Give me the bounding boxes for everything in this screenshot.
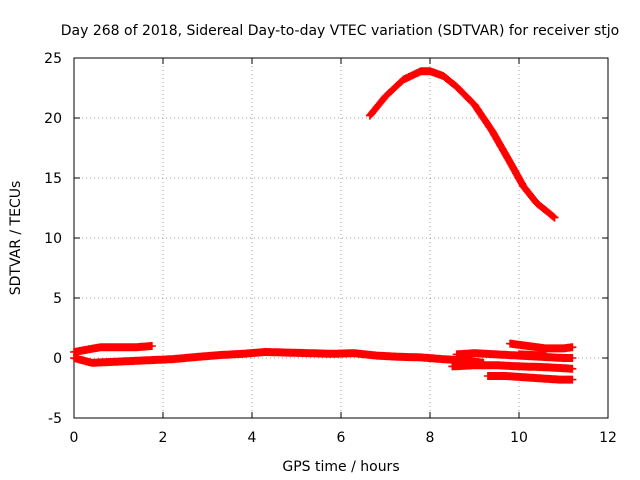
- series-arc-e: [506, 339, 577, 353]
- series-arc-d: [448, 361, 577, 373]
- y-tick-label: 25: [44, 51, 62, 67]
- y-axis-title: SDTVAR / TECUs: [8, 181, 24, 296]
- x-tick-label: 8: [426, 430, 435, 446]
- y-tick-label: 10: [44, 231, 62, 247]
- series-arc-a: [70, 342, 156, 356]
- x-axis-ticks: 0 2 4 6 8 10 12: [70, 58, 617, 446]
- series-markers: [448, 361, 577, 373]
- y-tick-label: 15: [44, 171, 62, 187]
- series-layer: [70, 67, 577, 384]
- y-axis-ticks: -5 0 5 10 15 20 25: [44, 51, 608, 427]
- x-tick-label: 12: [599, 430, 617, 446]
- x-tick-label: 10: [510, 430, 528, 446]
- series-markers: [515, 350, 550, 360]
- x-tick-label: 0: [70, 430, 79, 446]
- series-markers: [483, 372, 577, 384]
- series-arc-g: [515, 350, 550, 360]
- series-markers: [506, 339, 577, 353]
- series-arc-b: [70, 348, 488, 367]
- y-tick-label: -5: [48, 411, 62, 427]
- chart-title: Day 268 of 2018, Sidereal Day-to-day VTE…: [61, 23, 619, 39]
- series-arc-high: [365, 67, 559, 222]
- x-tick-label: 4: [248, 430, 257, 446]
- x-tick-label: 2: [159, 430, 168, 446]
- y-tick-label: 0: [53, 351, 62, 367]
- series-arc-f: [483, 372, 577, 384]
- series-markers: [365, 67, 559, 222]
- y-tick-label: 5: [53, 291, 62, 307]
- y-tick-label: 20: [44, 111, 62, 127]
- x-tick-label: 6: [337, 430, 346, 446]
- x-axis-title: GPS time / hours: [282, 459, 399, 475]
- series-markers: [70, 342, 156, 356]
- series-markers: [70, 348, 488, 367]
